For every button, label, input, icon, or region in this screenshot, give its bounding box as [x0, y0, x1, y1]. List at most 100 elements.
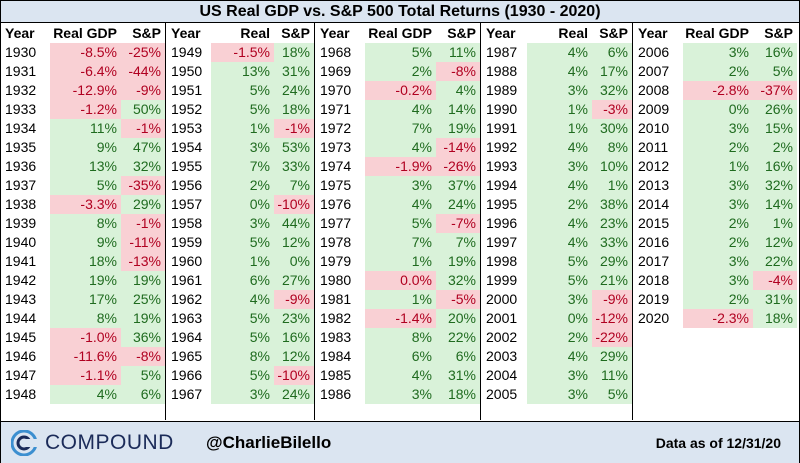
- table-row: 2010 3% 15%: [634, 119, 797, 138]
- table-row: 1985 4% 31%: [316, 366, 480, 385]
- cell-year: 1949: [171, 44, 203, 60]
- table-row: 2000 3% -9%: [482, 290, 632, 309]
- cell-gdp: 5%: [211, 309, 274, 328]
- table-row: 1977 5% -7%: [316, 214, 480, 233]
- table-row: 1961 6% 27%: [167, 271, 314, 290]
- column-header-sp: S&P: [599, 25, 628, 41]
- cell-gdp: 4%: [527, 347, 592, 366]
- table-row: 1979 1% 19%: [316, 252, 480, 271]
- cell-sp: 38%: [592, 195, 632, 214]
- table-row: 1939 8% -1%: [1, 214, 165, 233]
- cell-year: 1972: [320, 120, 352, 136]
- cell-sp: 1%: [753, 214, 797, 233]
- table-row: 1954 3% 53%: [167, 138, 314, 157]
- table-row: 1993 3% 10%: [482, 157, 632, 176]
- cell-gdp: 0%: [683, 100, 753, 119]
- cell-sp: -5%: [436, 290, 480, 309]
- table-row: 1934 11% -1%: [1, 119, 165, 138]
- table-row: 1995 2% 38%: [482, 195, 632, 214]
- cell-sp: 16%: [274, 328, 314, 347]
- table-row: 1992 4% 8%: [482, 138, 632, 157]
- cell-gdp: 9%: [50, 233, 121, 252]
- cell-year: 1947: [5, 367, 37, 383]
- cell-sp: 37%: [436, 176, 480, 195]
- column-header-gdp: Real GDP: [558, 25, 588, 61]
- cell-gdp: 1%: [211, 119, 274, 138]
- cell-gdp: 3%: [683, 43, 753, 62]
- table-row: 2012 1% 16%: [634, 157, 797, 176]
- cell-sp: -8%: [121, 347, 165, 366]
- cell-gdp: 5%: [365, 43, 436, 62]
- cell-sp: -7%: [436, 214, 480, 233]
- cell-year: 1965: [171, 348, 203, 364]
- cell-gdp: 4%: [527, 62, 592, 81]
- cell-sp: 19%: [121, 309, 165, 328]
- cell-year: 1941: [5, 253, 37, 269]
- cell-year: 1976: [320, 196, 352, 212]
- table-row: 2015 2% 1%: [634, 214, 797, 233]
- column-header-gdp: Real GDP: [685, 25, 749, 41]
- table-row: 1937 5% -35%: [1, 176, 165, 195]
- cell-year: 1980: [320, 272, 352, 288]
- cell-year: 1993: [486, 158, 518, 174]
- cell-gdp: 0%: [211, 195, 274, 214]
- table-row: 1942 19% 19%: [1, 271, 165, 290]
- cell-year: 1939: [5, 215, 37, 231]
- cell-gdp: 9%: [50, 138, 121, 157]
- cell-sp: 27%: [274, 271, 314, 290]
- cell-sp: 32%: [436, 271, 480, 290]
- table-row: 2008 -2.8% -37%: [634, 81, 797, 100]
- cell-year: 2015: [638, 215, 670, 231]
- table-row: 1998 5% 29%: [482, 252, 632, 271]
- cell-year: 1962: [171, 291, 203, 307]
- cell-gdp: 1%: [683, 157, 753, 176]
- cell-sp: 8%: [592, 138, 632, 157]
- cell-sp: 53%: [274, 138, 314, 157]
- cell-sp: -13%: [121, 252, 165, 271]
- table-row: 1950 13% 31%: [167, 62, 314, 81]
- column-header-gdp: Real GDP: [53, 25, 117, 41]
- table-row: 1949 -1.5% 18%: [167, 43, 314, 62]
- footer-bar: COMPOUND @CharlieBilello Data as of 12/3…: [1, 421, 799, 463]
- column-header-gdp: Real GDP: [240, 25, 270, 61]
- cell-year: 1931: [5, 63, 37, 79]
- cell-sp: 6%: [121, 385, 165, 404]
- table-row: 1957 0% -10%: [167, 195, 314, 214]
- cell-gdp: 5%: [211, 100, 274, 119]
- cell-gdp: 2%: [527, 328, 592, 347]
- cell-year: 1990: [486, 101, 518, 117]
- cell-sp: 33%: [274, 157, 314, 176]
- cell-year: 2007: [638, 63, 670, 79]
- cell-year: 1986: [320, 386, 352, 402]
- column-header-year: Year: [320, 25, 350, 41]
- table-row: 1964 5% 16%: [167, 328, 314, 347]
- cell-gdp: -2.8%: [683, 81, 753, 100]
- table-row: 2017 3% 22%: [634, 252, 797, 271]
- cell-sp: 16%: [753, 43, 797, 62]
- cell-sp: -44%: [121, 62, 165, 81]
- table-row: 1933 -1.2% 50%: [1, 100, 165, 119]
- table-row: 1941 18% -13%: [1, 252, 165, 271]
- cell-year: 1960: [171, 253, 203, 269]
- cell-gdp: 1%: [211, 252, 274, 271]
- cell-gdp: 17%: [50, 290, 121, 309]
- cell-sp: 18%: [753, 309, 797, 328]
- table-row: 1962 4% -9%: [167, 290, 314, 309]
- cell-gdp: 4%: [527, 138, 592, 157]
- cell-sp: 32%: [592, 81, 632, 100]
- cell-year: 2014: [638, 196, 670, 212]
- table-row: 1936 13% 32%: [1, 157, 165, 176]
- table-title: US Real GDP vs. S&P 500 Total Returns (1…: [1, 1, 799, 23]
- cell-year: 2013: [638, 177, 670, 193]
- cell-sp: 10%: [592, 157, 632, 176]
- table-row: 1930 -8.5% -25%: [1, 43, 165, 62]
- cell-year: 1998: [486, 253, 518, 269]
- table-row: 1991 1% 30%: [482, 119, 632, 138]
- cell-gdp: 2%: [365, 62, 436, 81]
- column-header-row: Year Real GDP S&P: [316, 23, 480, 43]
- cell-gdp: 13%: [50, 157, 121, 176]
- cell-sp: 11%: [436, 43, 480, 62]
- cell-gdp: 2%: [683, 290, 753, 309]
- cell-sp: 12%: [274, 347, 314, 366]
- cell-gdp: 8%: [211, 347, 274, 366]
